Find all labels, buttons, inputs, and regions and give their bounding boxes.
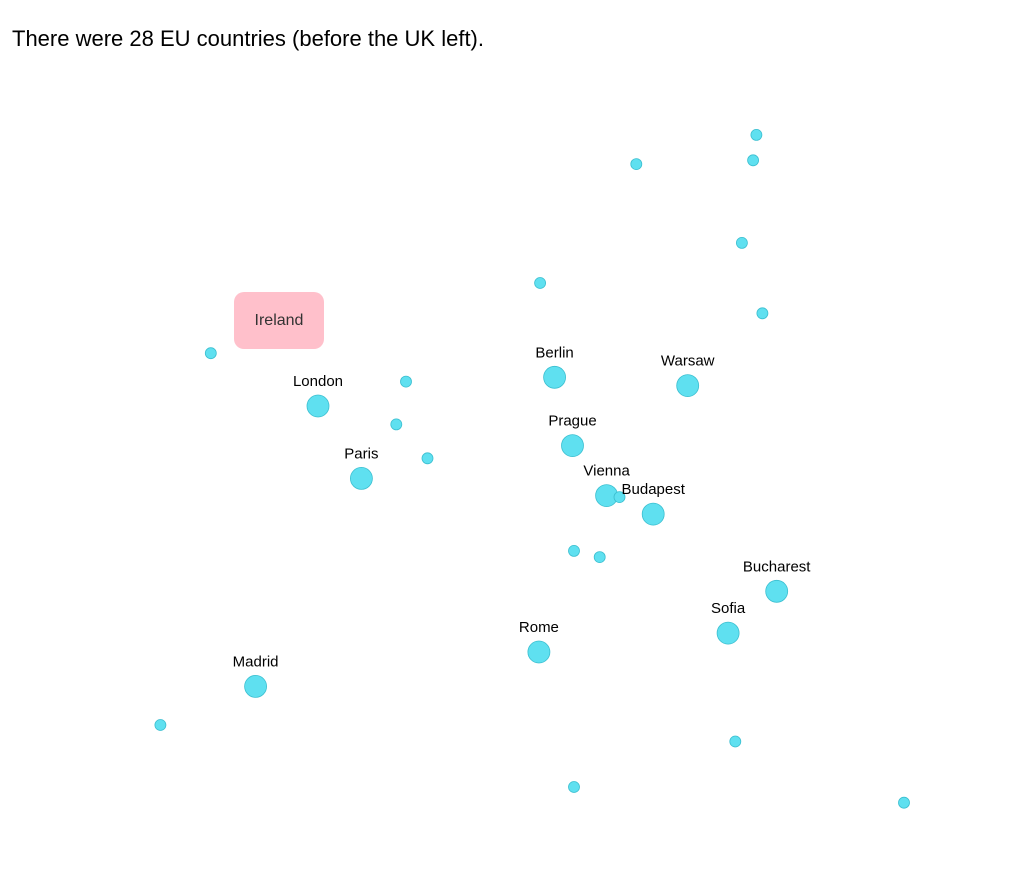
capital-ireland[interactable] [204,347,217,360]
capital-bulgaria[interactable]: Sofia [711,600,746,645]
capital-latvia[interactable] [736,236,748,249]
capital-marker[interactable] [543,365,566,389]
capital-marker[interactable] [349,466,373,490]
capital-marker[interactable] [568,545,580,557]
capital-spain[interactable]: Madrid [233,653,279,698]
capital-denmark[interactable] [534,277,546,289]
capital-label: Sofia [711,600,746,617]
capital-belgium[interactable] [390,418,403,431]
capital-label: Bucharest [743,558,811,575]
capital-lithuania[interactable] [756,307,769,320]
capital-marker[interactable] [561,434,584,458]
capital-finland[interactable] [750,128,763,141]
capital-estonia[interactable] [747,154,759,167]
capital-cyprus[interactable] [898,796,910,809]
capital-label: London [293,373,343,390]
capital-label: Paris [344,445,378,462]
capital-marker[interactable] [765,579,789,603]
capital-germany[interactable]: Berlin [535,344,574,389]
capital-marker[interactable] [736,236,748,249]
capital-marker[interactable] [527,640,551,664]
capital-marker[interactable] [898,796,910,809]
capital-marker[interactable] [747,154,759,167]
capital-marker[interactable] [244,675,268,698]
capital-label: Berlin [535,344,573,361]
capital-malta[interactable] [568,781,580,793]
capital-marker[interactable] [676,374,700,398]
capital-marker[interactable] [630,158,643,171]
capital-uk[interactable]: London [293,373,343,418]
capital-marker[interactable] [750,128,763,141]
capital-label: Warsaw [661,353,715,370]
capital-czechia[interactable]: Prague [548,413,597,458]
capital-label: Rome [519,619,559,636]
capital-france[interactable]: Paris [344,445,378,490]
capital-label: Prague [548,413,596,430]
capital-portugal[interactable] [154,719,167,731]
capital-marker[interactable] [204,347,217,360]
capital-sweden[interactable] [630,158,643,171]
capital-marker[interactable] [306,394,330,418]
capital-marker[interactable] [400,375,412,388]
capital-netherlands[interactable] [400,375,412,388]
capital-marker[interactable] [756,307,769,320]
capital-marker[interactable] [593,551,606,563]
capital-greece[interactable] [729,735,742,748]
capital-marker[interactable] [613,491,626,504]
capital-marker[interactable] [534,277,546,289]
capital-marker[interactable] [390,418,403,431]
page-title: There were 28 EU countries (before the U… [12,26,484,51]
capital-marker[interactable] [729,735,742,748]
capital-slovenia[interactable] [568,545,580,557]
capital-marker[interactable] [641,502,665,526]
capital-marker[interactable] [716,621,740,645]
capital-marker[interactable] [154,719,167,731]
capital-label: Madrid [233,653,279,670]
capital-label: Budapest [622,481,686,498]
capital-marker[interactable] [421,452,434,465]
capital-label: Vienna [583,463,630,480]
capital-poland[interactable]: Warsaw [661,353,715,398]
capital-slovakia[interactable] [613,491,626,504]
capital-marker[interactable] [568,781,580,793]
capital-italy[interactable]: Rome [519,619,559,664]
capital-hungary[interactable]: Budapest [622,481,686,526]
capital-luxembourg[interactable] [421,452,434,465]
capital-croatia[interactable] [593,551,606,563]
capital-romania[interactable]: Bucharest [743,558,811,603]
